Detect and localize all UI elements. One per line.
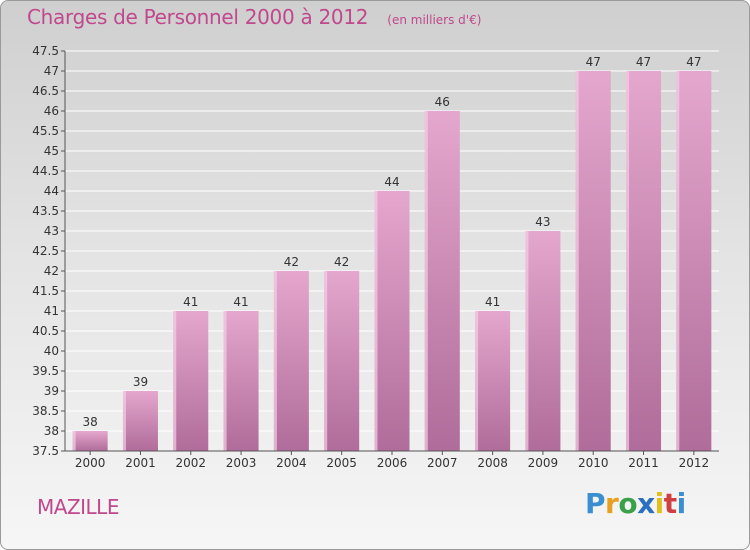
bar xyxy=(273,271,309,451)
x-tick-label: 2004 xyxy=(276,456,307,470)
x-tick-label: 2010 xyxy=(578,456,609,470)
bar xyxy=(475,311,511,451)
data-label: 47 xyxy=(636,55,651,69)
y-tick-label: 41.5 xyxy=(32,284,59,298)
x-tick-label: 2001 xyxy=(125,456,156,470)
bar xyxy=(676,71,712,451)
data-label: 43 xyxy=(535,215,550,229)
bar-highlight xyxy=(223,311,227,451)
bars xyxy=(72,71,712,451)
data-label: 41 xyxy=(485,295,500,309)
proxiti-logo: Proxiti xyxy=(585,487,686,520)
bar xyxy=(122,391,158,451)
y-tick-label: 43 xyxy=(44,224,59,238)
y-tick-label: 45.5 xyxy=(32,124,59,138)
chart-subtitle: (en milliers d'€) xyxy=(387,13,482,27)
data-label: 42 xyxy=(284,255,299,269)
data-label: 42 xyxy=(334,255,349,269)
bar xyxy=(525,231,561,451)
y-tick-label: 38.5 xyxy=(32,404,59,418)
bar-highlight xyxy=(525,231,529,451)
logo-letter: i xyxy=(654,487,665,520)
y-tick-label: 45 xyxy=(44,144,59,158)
y-tick-label: 40.5 xyxy=(32,324,59,338)
bar-highlight xyxy=(273,271,277,451)
bar xyxy=(575,71,611,451)
x-tick-label: 2008 xyxy=(477,456,508,470)
y-tick-label: 40 xyxy=(44,344,59,358)
y-tick-label: 44.5 xyxy=(32,164,59,178)
bar-highlight xyxy=(475,311,479,451)
bar xyxy=(374,191,410,451)
y-tick-label: 41 xyxy=(44,304,59,318)
data-label: 47 xyxy=(686,55,701,69)
bar xyxy=(223,311,259,451)
logo-letter: x xyxy=(637,487,655,520)
bar xyxy=(424,111,460,451)
y-tick-label: 43.5 xyxy=(32,204,59,218)
data-label: 38 xyxy=(83,415,98,429)
bar xyxy=(324,271,360,451)
y-tick-label: 39.5 xyxy=(32,364,59,378)
bar-highlight xyxy=(173,311,177,451)
bar-highlight xyxy=(122,391,126,451)
x-tick-label: 2011 xyxy=(628,456,659,470)
y-tick-label: 37.5 xyxy=(32,444,59,458)
x-tick-label: 2009 xyxy=(528,456,559,470)
data-label: 47 xyxy=(586,55,601,69)
bar-highlight xyxy=(575,71,579,451)
y-tick-label: 47 xyxy=(44,64,59,78)
y-tick-label: 38 xyxy=(44,424,59,438)
x-tick-label: 2002 xyxy=(175,456,206,470)
data-label: 41 xyxy=(183,295,198,309)
x-tick-label: 2012 xyxy=(679,456,710,470)
y-tick-label: 47.5 xyxy=(32,44,59,58)
commune-name: MAZILLE xyxy=(37,495,119,519)
y-tick-label: 46 xyxy=(44,104,59,118)
data-label: 46 xyxy=(435,95,450,109)
data-label: 44 xyxy=(384,175,399,189)
x-tick-label: 2007 xyxy=(427,456,458,470)
bar-highlight xyxy=(324,271,328,451)
y-tick-label: 39 xyxy=(44,384,59,398)
y-tick-label: 42 xyxy=(44,264,59,278)
logo-letter: o xyxy=(618,487,638,520)
bar-highlight xyxy=(424,111,428,451)
logo-letter: r xyxy=(605,487,619,520)
bar-highlight xyxy=(676,71,680,451)
bar xyxy=(173,311,209,451)
title-row: Charges de Personnel 2000 à 2012 (en mil… xyxy=(27,5,481,29)
y-tick-label: 44 xyxy=(44,184,59,198)
data-label: 39 xyxy=(133,375,148,389)
labels: 37.5 38 38.5 39 39.5 40 40.5 41 41.5 42 42.5 43 43.5… xyxy=(32,44,709,470)
bar-highlight xyxy=(626,71,630,451)
bar-highlight xyxy=(72,431,76,451)
chart-title: Charges de Personnel 2000 à 2012 xyxy=(27,5,369,29)
axes xyxy=(61,50,719,455)
bar-highlight xyxy=(374,191,378,451)
x-tick-label: 2003 xyxy=(226,456,257,470)
x-tick-label: 2006 xyxy=(377,456,408,470)
bar xyxy=(72,431,108,451)
x-tick-label: 2000 xyxy=(75,456,106,470)
logo-letter: i xyxy=(676,487,687,520)
x-tick-label: 2005 xyxy=(326,456,357,470)
bar xyxy=(626,71,662,451)
y-tick-label: 46.5 xyxy=(32,84,59,98)
logo-letter: t xyxy=(663,487,677,520)
logo-letter: P xyxy=(585,487,606,520)
data-label: 41 xyxy=(233,295,248,309)
y-tick-label: 42.5 xyxy=(32,244,59,258)
